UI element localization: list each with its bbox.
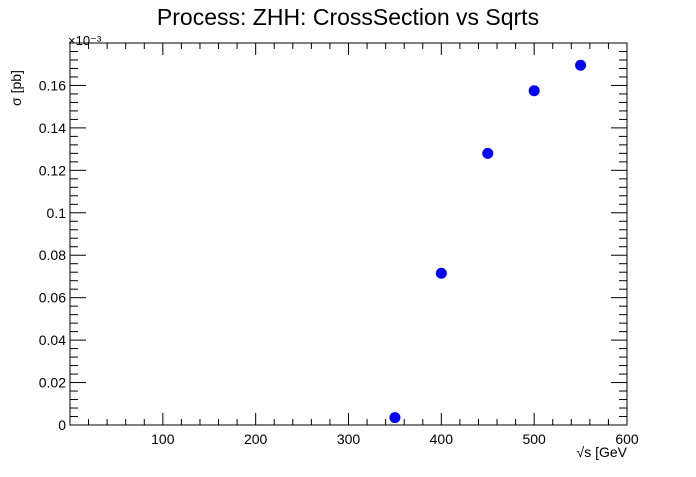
x-tick-label: 100	[151, 431, 175, 447]
data-point	[389, 412, 400, 423]
y-axis-title: σ [pb]	[8, 70, 24, 106]
data-points	[389, 60, 586, 423]
data-point	[529, 85, 540, 96]
x-tick-label: 400	[430, 431, 454, 447]
y-tick-label: 0.12	[39, 162, 66, 178]
x-tick-label: 600	[615, 431, 639, 447]
x-tick-label: 500	[522, 431, 546, 447]
y-tick-label: 0.14	[39, 120, 66, 136]
data-point	[575, 60, 586, 71]
data-point	[436, 268, 447, 279]
y-tick-label: 0.06	[39, 290, 66, 306]
y-tick-label: 0.1	[47, 205, 67, 221]
x-tick-label: 200	[244, 431, 268, 447]
y-tick-label: 0.08	[39, 247, 66, 263]
x-axis-ticks: 100 200 300 400 500 600	[89, 43, 639, 447]
chart-title: Process: ZHH: CrossSection vs Sqrts	[157, 4, 539, 30]
plot-frame	[70, 43, 627, 425]
y-tick-label: 0	[58, 417, 66, 433]
data-point	[482, 148, 493, 159]
x-tick-label: 300	[337, 431, 361, 447]
y-tick-label: 0.02	[39, 375, 66, 391]
y-axis-ticks: 0 0.02 0.04 0.06 0.08 0.1 0.12 0.14 0.16	[39, 51, 627, 433]
y-tick-label: 0.04	[39, 332, 66, 348]
y-multiplier-label: ×10⁻³	[68, 33, 102, 48]
y-tick-label: 0.16	[39, 77, 66, 93]
